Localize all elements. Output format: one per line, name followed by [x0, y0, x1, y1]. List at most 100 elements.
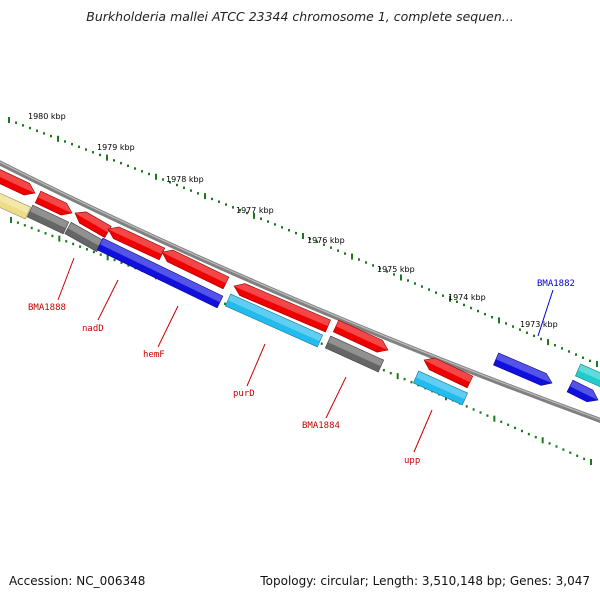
gene-label-purd[interactable]: purD — [233, 389, 255, 399]
feature-cds-3[interactable] — [74, 211, 112, 239]
feature-cds-2[interactable] — [34, 190, 73, 216]
outer-tick — [281, 226, 283, 229]
feature-cds-4[interactable] — [107, 226, 166, 261]
inner-tick — [410, 380, 413, 384]
feature-gene-grey-3[interactable] — [324, 335, 385, 373]
outer-tick — [71, 142, 73, 146]
feature-gene-blue-3-outline — [566, 379, 599, 403]
feature-gene-cyan-1[interactable] — [224, 293, 324, 348]
label-leader-lines — [57, 257, 554, 453]
inner-tick — [569, 451, 572, 454]
inner-tick — [92, 250, 95, 254]
feature-cds-4-highlight — [108, 226, 165, 255]
inner-tick — [403, 377, 406, 381]
outer-tick — [239, 208, 241, 212]
feature-cds-4-outline — [107, 226, 166, 261]
outer-tick — [43, 132, 45, 135]
inner-tick — [514, 426, 517, 430]
inner-tick — [382, 368, 385, 372]
outer-tick — [505, 322, 507, 325]
inner-tick — [576, 454, 579, 457]
outer-tick — [533, 334, 535, 338]
feature-gene-blue-1[interactable] — [96, 237, 224, 309]
feature-cds-5-highlight — [162, 250, 229, 284]
feature-gene-grey-1[interactable] — [26, 204, 70, 235]
outer-tick — [449, 295, 451, 302]
outer-tick — [8, 117, 10, 123]
leader-hemf — [157, 305, 179, 348]
outer-tick — [358, 258, 360, 261]
accession-text: Accession: NC_006348 — [9, 574, 146, 588]
feature-gene-blue-3[interactable] — [566, 379, 599, 403]
outer-tick — [50, 134, 52, 138]
inner-tick — [44, 232, 47, 235]
inner-tick — [51, 234, 54, 238]
feature-cds-5-outline — [161, 249, 230, 290]
topology-text: Topology: circular; Length: 3,510,148 bp… — [260, 574, 590, 588]
outer-tick — [274, 223, 276, 226]
kbp-labels: 1980 kbp 1979 kbp 1978 kbp 1977 kbp 1976… — [28, 112, 558, 329]
outer-tick — [421, 285, 423, 288]
outer-tick — [428, 288, 430, 291]
outer-tick — [267, 220, 269, 223]
feature-cds-2-outline — [34, 190, 73, 216]
outer-tick — [99, 153, 101, 157]
outer-tick — [162, 178, 164, 181]
outer-tick — [386, 270, 388, 273]
outer-tick — [435, 291, 437, 294]
inner-tick — [106, 254, 109, 261]
outer-tick — [309, 237, 311, 241]
outer-tick — [218, 200, 220, 203]
inner-tick — [493, 415, 496, 422]
kbp-label-1974: 1974 kbp — [448, 293, 486, 302]
feature-gene-blue-2[interactable] — [493, 352, 553, 386]
feature-gene-cyan-2[interactable] — [412, 370, 469, 406]
outer-tick — [64, 140, 66, 143]
feature-cds-5[interactable] — [161, 249, 230, 290]
outer-tick — [554, 344, 556, 347]
inner-tick — [37, 229, 40, 232]
outer-tick — [365, 261, 367, 264]
inner-tick — [72, 242, 75, 246]
outer-tick — [484, 312, 486, 316]
feature-gene-teal-1-highlight — [577, 364, 600, 380]
feature-cds-7[interactable] — [332, 319, 389, 353]
gene-label-hemf[interactable]: hemF — [143, 350, 165, 360]
gene-label-bma1884[interactable]: BMA1884 — [302, 421, 340, 431]
inner-tick — [58, 235, 61, 242]
feature-cds-1[interactable] — [0, 166, 36, 196]
outer-tick — [491, 316, 493, 319]
feature-gene-blue-1-highlight — [99, 238, 223, 303]
gene-label-bma1888[interactable]: BMA1888 — [28, 303, 66, 313]
feature-cds-6[interactable] — [233, 283, 331, 333]
kbp-label-1978: 1978 kbp — [166, 175, 204, 184]
inner-tick — [30, 226, 33, 230]
inner-tick — [548, 442, 551, 445]
feature-gene-teal-1[interactable] — [574, 363, 600, 390]
outer-tick-ruler — [8, 117, 598, 367]
gene-label-bma1882[interactable]: BMA1882 — [537, 279, 575, 289]
outer-tick — [169, 181, 171, 184]
feature-cds-8[interactable] — [423, 357, 474, 389]
inner-tick — [120, 261, 123, 264]
feature-gene-yellow-1[interactable] — [0, 190, 32, 220]
outer-tick — [78, 145, 80, 149]
outer-tick — [561, 347, 563, 350]
outer-tick — [134, 167, 136, 170]
inner-tick — [65, 240, 68, 243]
gene-labels: BMA1888 nadD hemF purD BMA1884 upp BMA18… — [28, 279, 575, 466]
outer-tick — [456, 300, 458, 304]
outer-tick — [36, 129, 38, 132]
outer-tick — [589, 359, 591, 363]
gene-label-nadd[interactable]: nadD — [82, 324, 104, 334]
outer-tick — [477, 309, 479, 313]
inner-tick — [590, 459, 592, 465]
outer-tick — [379, 267, 381, 270]
outer-tick — [197, 192, 199, 195]
feature-cds-8-outline — [423, 357, 474, 389]
kbp-label-1979: 1979 kbp — [97, 143, 135, 152]
inner-tick — [396, 373, 399, 380]
inner-tick — [507, 423, 510, 427]
gene-label-upp[interactable]: upp — [404, 456, 420, 466]
